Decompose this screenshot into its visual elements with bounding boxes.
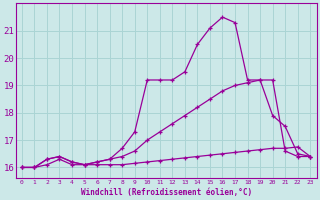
- X-axis label: Windchill (Refroidissement éolien,°C): Windchill (Refroidissement éolien,°C): [81, 188, 252, 197]
